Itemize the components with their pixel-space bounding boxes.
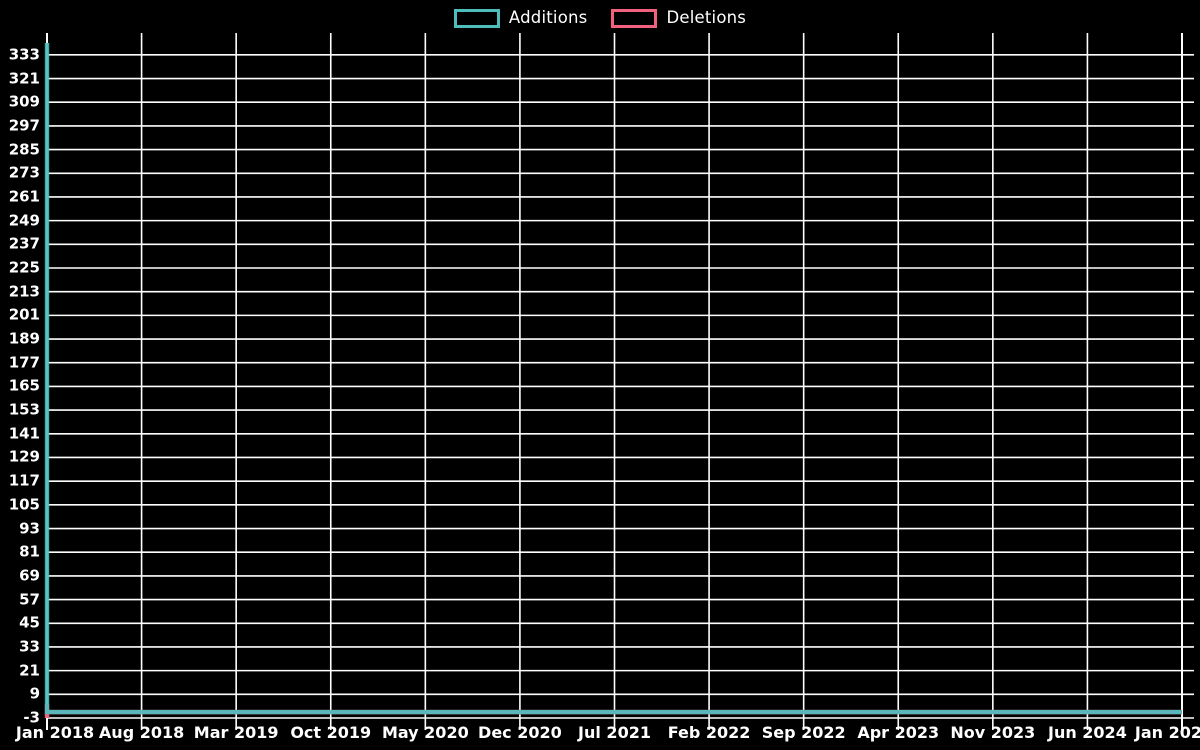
y-tick-label: 57 bbox=[19, 590, 40, 609]
x-tick-label: Aug 2018 bbox=[98, 723, 185, 742]
y-tick-label: 177 bbox=[8, 353, 40, 372]
y-tick-label: 201 bbox=[8, 305, 40, 324]
y-tick-label: 45 bbox=[19, 613, 40, 632]
x-tick-label: Jul 2021 bbox=[578, 723, 651, 742]
x-tick-label: Jun 2024 bbox=[1047, 723, 1127, 742]
chart-legend: Additions Deletions bbox=[0, 0, 1200, 36]
y-tick-label: 105 bbox=[8, 495, 40, 514]
y-tick-label: -3 bbox=[23, 708, 40, 727]
y-tick-label: 165 bbox=[8, 376, 40, 395]
y-tick-label: 309 bbox=[8, 92, 40, 111]
x-tick-label: Feb 2022 bbox=[667, 723, 751, 742]
x-tick-label: Jan 2025 bbox=[1134, 723, 1200, 742]
y-tick-label: 261 bbox=[8, 187, 40, 206]
x-tick-label: Mar 2019 bbox=[193, 723, 279, 742]
legend-label-additions: Additions bbox=[508, 7, 588, 27]
plot-svg bbox=[44, 33, 1194, 730]
legend-label-deletions: Deletions bbox=[666, 7, 747, 27]
y-tick-label: 141 bbox=[8, 424, 40, 443]
plot-area bbox=[44, 33, 1194, 730]
y-tick-label: 153 bbox=[8, 400, 40, 419]
y-tick-label: 273 bbox=[8, 163, 40, 182]
y-tick-label: 21 bbox=[19, 661, 40, 680]
x-tick-label: Sep 2022 bbox=[761, 723, 846, 742]
y-tick-label: 33 bbox=[19, 637, 40, 656]
legend-item-deletions[interactable]: Deletions bbox=[611, 7, 747, 28]
y-tick-label: 225 bbox=[8, 258, 40, 277]
legend-swatch-deletions bbox=[611, 8, 658, 28]
x-tick-label: Dec 2020 bbox=[478, 723, 562, 742]
horizontal-gridlines bbox=[47, 54, 1194, 719]
y-tick-label: 9 bbox=[29, 684, 40, 703]
y-tick-label: 249 bbox=[8, 211, 40, 230]
x-tick-label: Nov 2023 bbox=[950, 723, 1036, 742]
x-tick-label: Apr 2023 bbox=[857, 723, 940, 742]
vertical-gridlines bbox=[46, 33, 1183, 730]
y-tick-label: 321 bbox=[8, 69, 40, 88]
x-tick-label: Oct 2019 bbox=[290, 723, 372, 742]
y-tick-label: 189 bbox=[8, 329, 40, 348]
y-tick-label: 129 bbox=[8, 447, 40, 466]
series-line-additions bbox=[44, 43, 1182, 715]
y-tick-label: 333 bbox=[8, 45, 40, 64]
x-tick-label: May 2020 bbox=[381, 723, 469, 742]
y-tick-label: 117 bbox=[8, 471, 40, 490]
y-axis-tick-labels: 333 321 309 297 285 273 261 249 237 225 213 201 189 1… bbox=[0, 43, 40, 725]
y-tick-label: 285 bbox=[8, 140, 40, 159]
x-tick-label: Jan 2018 bbox=[15, 723, 95, 742]
legend-swatch-additions bbox=[453, 8, 500, 28]
y-tick-label: 237 bbox=[8, 234, 40, 253]
y-tick-label: 93 bbox=[19, 519, 40, 538]
y-tick-label: 81 bbox=[19, 542, 40, 561]
legend-item-additions[interactable]: Additions bbox=[453, 7, 588, 28]
y-tick-label: 213 bbox=[8, 282, 40, 301]
data-series bbox=[44, 43, 1182, 718]
y-tick-label: 69 bbox=[19, 566, 40, 585]
x-axis-tick-labels: Jan 2018 Aug 2018 Mar 2019 Oct 2019 May 2020… bbox=[0, 725, 1200, 750]
y-tick-label: 297 bbox=[8, 116, 40, 135]
